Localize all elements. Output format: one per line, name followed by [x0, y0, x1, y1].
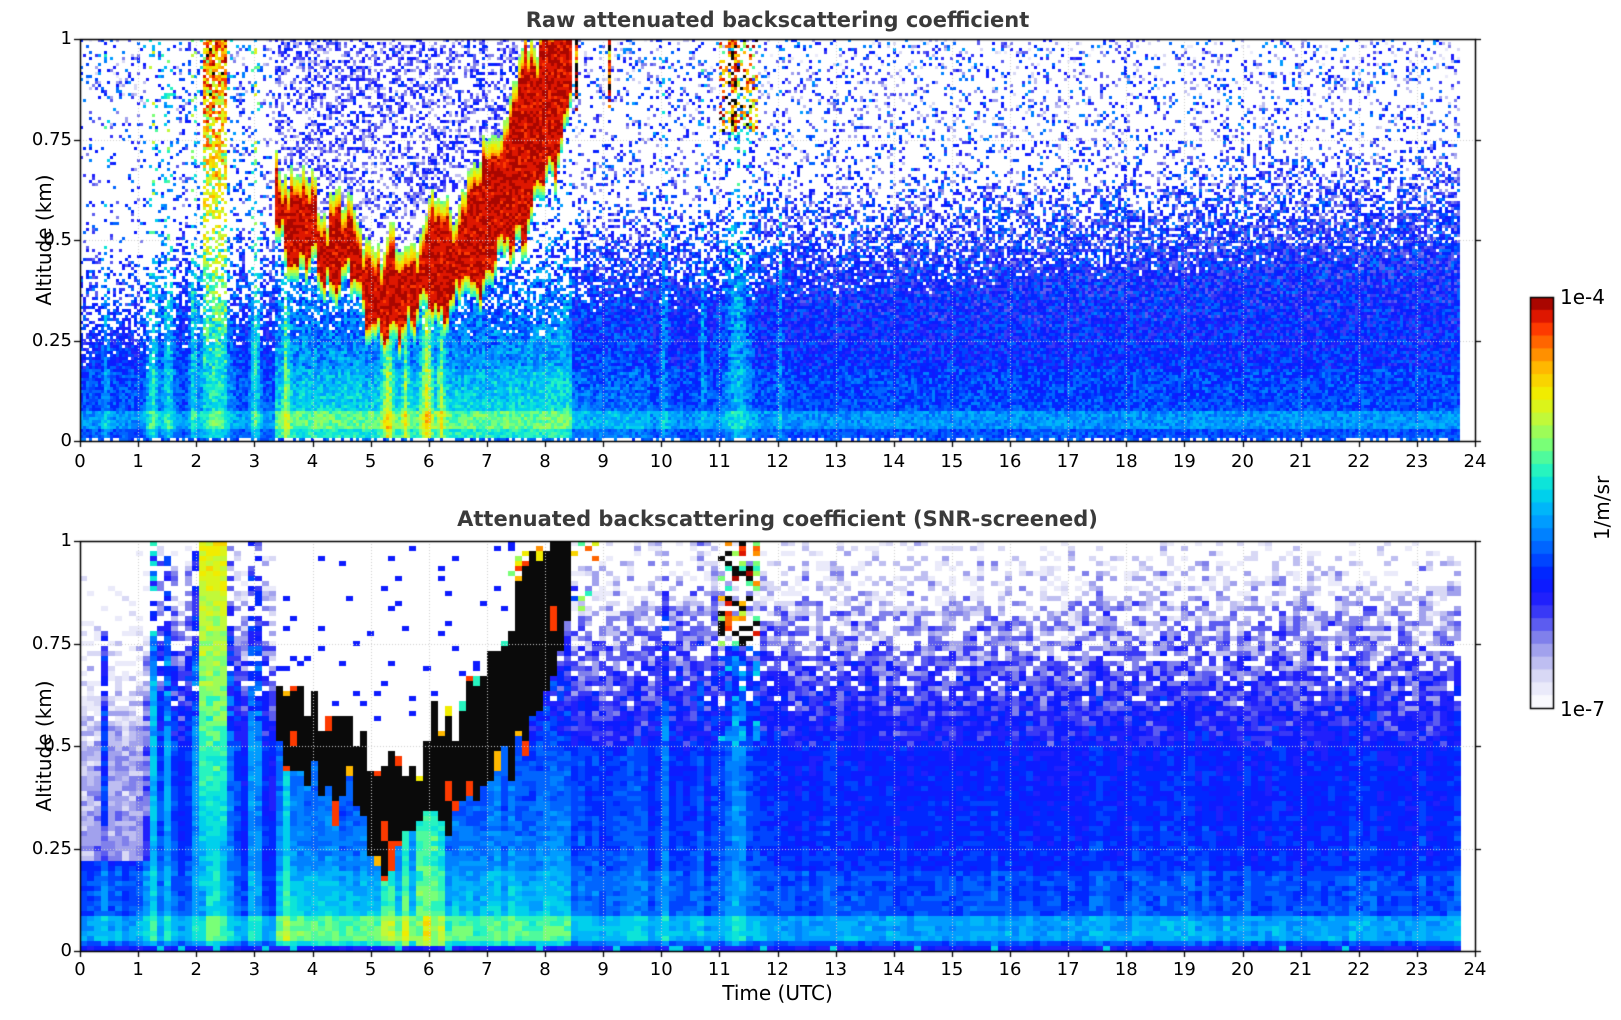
x-tick-label: 5	[364, 959, 377, 980]
x-tick-label: 9	[597, 959, 609, 980]
y-tick-label: 0.5	[43, 229, 72, 250]
x-tick-label: 17	[1056, 451, 1080, 472]
x-tick-label: 9	[597, 451, 609, 472]
x-tick-label: 16	[998, 451, 1022, 472]
panel-title-screened: Attenuated backscattering coefficient (S…	[457, 507, 1098, 531]
x-tick-label: 3	[248, 959, 261, 980]
x-tick-label: 10	[649, 451, 673, 472]
x-tick-label: 11	[707, 959, 731, 980]
colorbar-min-label: 1e-7	[1560, 697, 1605, 721]
x-tick-label: 22	[1347, 451, 1371, 472]
x-tick-label: 20	[1231, 451, 1254, 472]
x-tick-label: 2	[190, 959, 202, 980]
x-tick-label: 2	[190, 451, 202, 472]
x-tick-label: 6	[423, 959, 435, 980]
panel-title-raw: Raw attenuated backscattering coefficien…	[525, 8, 1030, 32]
x-tick-label: 24	[1463, 451, 1487, 472]
y-tick-label: 0	[60, 940, 72, 961]
x-tick-label: 13	[824, 451, 848, 472]
x-tick-label: 0	[74, 451, 86, 472]
x-tick-label: 14	[882, 451, 906, 472]
x-tick-label: 4	[306, 451, 319, 472]
colorbar-max-label: 1e-4	[1560, 285, 1605, 309]
x-tick-label: 6	[423, 451, 435, 472]
x-tick-label: 8	[539, 451, 551, 472]
x-tick-label: 5	[364, 451, 377, 472]
x-tick-label: 3	[248, 451, 261, 472]
x-tick-label: 10	[649, 959, 673, 980]
x-tick-label: 15	[940, 451, 964, 472]
y-tick-label: 1	[60, 28, 72, 49]
x-tick-label: 22	[1347, 959, 1371, 980]
x-tick-label: 18	[1114, 959, 1138, 980]
x-tick-label: 13	[824, 959, 848, 980]
x-tick-label: 17	[1056, 959, 1080, 980]
x-tick-label: 19	[1172, 959, 1196, 980]
x-tick-label: 11	[707, 451, 731, 472]
y-tick-label: 0.5	[43, 735, 72, 756]
x-tick-label: 19	[1172, 451, 1196, 472]
x-tick-label: 0	[74, 959, 86, 980]
x-tick-label: 23	[1405, 451, 1429, 472]
x-tick-label: 14	[882, 959, 906, 980]
x-tick-label: 15	[940, 959, 964, 980]
x-tick-label: 1	[132, 451, 144, 472]
x-tick-label: 1	[132, 959, 144, 980]
x-tick-label: 20	[1231, 959, 1254, 980]
x-tick-label: 21	[1289, 451, 1313, 472]
x-tick-label: 7	[481, 451, 493, 472]
y-tick-label: 0.25	[31, 329, 72, 351]
x-tick-label: 8	[539, 959, 551, 980]
y-tick-label: 0.75	[31, 632, 72, 654]
y-tick-label: 1	[60, 530, 72, 551]
x-tick-label: 12	[766, 959, 789, 980]
x-tick-label: 21	[1289, 959, 1313, 980]
x-tick-label: 24	[1463, 959, 1487, 980]
x-tick-label: 18	[1114, 451, 1138, 472]
y-tick-label: 0.25	[31, 837, 72, 859]
x-tick-label: 4	[306, 959, 319, 980]
x-tick-label: 23	[1405, 959, 1429, 980]
x-tick-label: 12	[766, 451, 789, 472]
y-tick-label: 0	[60, 430, 72, 451]
x-tick-label: 7	[481, 959, 493, 980]
y-tick-label: 0.75	[31, 128, 72, 150]
x-axis-label: Time (UTC)	[722, 981, 833, 1005]
colorbar-units-label: 1/m/sr	[1590, 475, 1614, 541]
x-tick-label: 16	[998, 959, 1022, 980]
